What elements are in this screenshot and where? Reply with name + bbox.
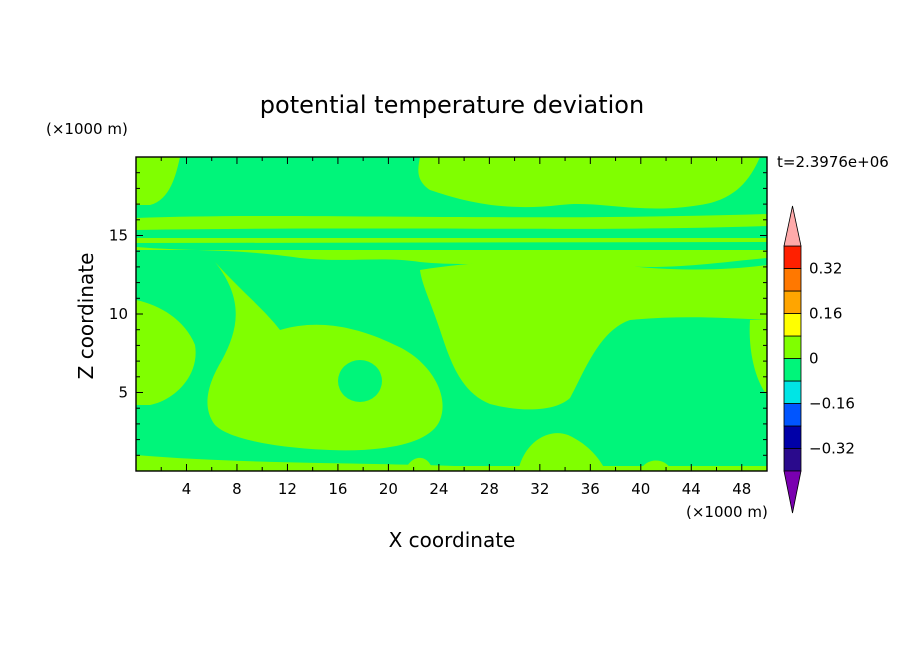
colorbar: 0.32 0.16 0 −0.16 −0.32 [783, 205, 855, 514]
x-tick-label: 8 [232, 480, 242, 498]
colorbar-swatch [783, 425, 802, 449]
colorbar-swatch [783, 335, 802, 359]
colorbar-label: 0 [809, 350, 819, 368]
x-tick-label: 28 [480, 480, 499, 498]
contour-region [338, 360, 382, 402]
contour-region [136, 300, 196, 405]
chart-title: potential temperature deviation [260, 91, 644, 119]
contour-region [136, 247, 767, 268]
y-tick-label: 5 [118, 384, 128, 402]
colorbar-over-arrow [783, 205, 802, 247]
colorbar-swatch [783, 403, 802, 427]
x-axis-label: X coordinate [389, 528, 516, 552]
y-axis-unit: (×1000 m) [46, 120, 128, 138]
x-tick-label: 16 [328, 480, 347, 498]
colorbar-swatch [783, 358, 802, 382]
contour-region [420, 260, 767, 410]
x-tick-label: 48 [732, 480, 751, 498]
x-tick-label: 4 [182, 480, 192, 498]
contour-region [418, 157, 760, 209]
x-tick-label: 40 [631, 480, 650, 498]
x-axis-ticks: 4 8 12 16 20 24 28 32 36 40 44 48 [160, 157, 768, 498]
time-label: t=2.3976e+06 [777, 153, 889, 171]
contour-field [136, 157, 767, 471]
x-tick-label: 24 [429, 480, 448, 498]
colorbar-swatch [783, 380, 802, 404]
contour-region [136, 157, 180, 205]
y-tick-label: 10 [109, 305, 128, 323]
colorbar-label: 0.16 [809, 305, 842, 323]
colorbar-label: 0.32 [809, 260, 842, 278]
colorbar-swatch [783, 313, 802, 337]
x-tick-label: 20 [379, 480, 398, 498]
contour-region [518, 433, 606, 471]
colorbar-under-arrow [783, 470, 802, 514]
x-tick-label: 36 [581, 480, 600, 498]
y-axis-ticks: 5 10 15 [109, 172, 767, 456]
x-tick-label: 12 [278, 480, 297, 498]
contour-region [136, 214, 767, 230]
contour-region [136, 238, 767, 243]
colorbar-label: −0.32 [809, 440, 855, 458]
colorbar-swatch [783, 448, 802, 472]
colorbar-label: −0.16 [809, 395, 855, 413]
y-tick-label: 15 [109, 227, 128, 245]
colorbar-swatch [783, 290, 802, 314]
contour-region [207, 262, 443, 451]
colorbar-swatch [783, 245, 802, 269]
x-tick-label: 32 [530, 480, 549, 498]
y-axis-label: Z coordinate [74, 253, 98, 380]
contour-region [136, 466, 767, 471]
x-tick-label: 44 [682, 480, 701, 498]
x-axis-unit: (×1000 m) [686, 503, 768, 521]
colorbar-swatch [783, 268, 802, 292]
contour-region [749, 320, 767, 395]
